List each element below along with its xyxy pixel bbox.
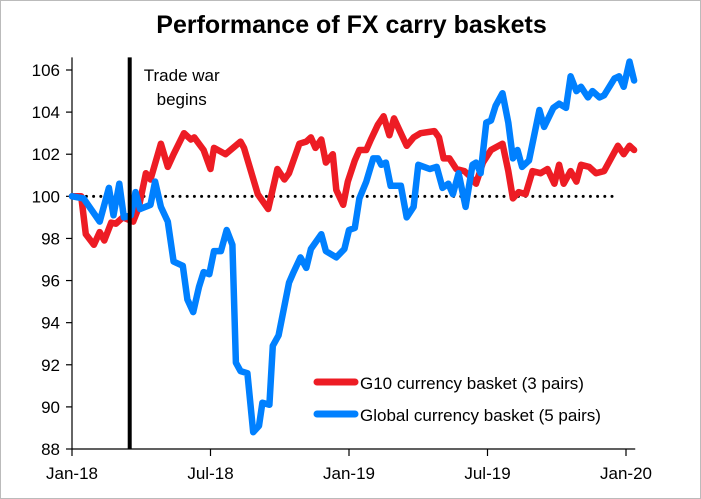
x-tick-label: Jan-20	[600, 464, 652, 483]
y-tick-label: 98	[41, 229, 60, 248]
x-tick-label: Jul-19	[464, 464, 510, 483]
y-tick-label: 104	[32, 103, 60, 122]
annotation-line2: begins	[157, 90, 207, 109]
y-tick-label: 100	[32, 187, 60, 206]
y-tick-label: 88	[41, 440, 60, 459]
y-tick-label: 96	[41, 272, 60, 291]
y-tick-label: 106	[32, 61, 60, 80]
annotation-line1: Trade war	[144, 66, 220, 85]
y-tick-label: 92	[41, 356, 60, 375]
chart-title: Performance of FX carry baskets	[156, 11, 547, 39]
legend-label-0: G10 currency basket (3 pairs)	[360, 374, 584, 393]
y-tick-label: 94	[41, 314, 60, 333]
legend-label-1: Global currency basket (5 pairs)	[360, 406, 601, 425]
y-tick-label: 90	[41, 398, 60, 417]
series-line-global	[68, 58, 638, 436]
y-tick-label: 102	[32, 145, 60, 164]
x-tick-label: Jul-18	[187, 464, 233, 483]
series-line-g10	[68, 113, 638, 249]
x-tick-label: Jan-18	[46, 464, 98, 483]
x-tick-label: Jan-19	[323, 464, 375, 483]
